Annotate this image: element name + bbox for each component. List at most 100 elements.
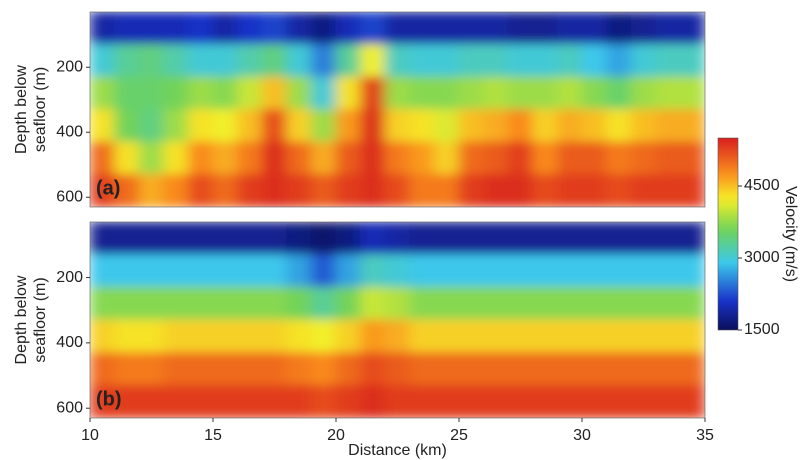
heatmap-cell [433, 384, 460, 418]
heatmap-cell [310, 12, 337, 45]
heatmap-cell [212, 141, 239, 175]
heatmap-cell [286, 174, 312, 207]
heatmap-cell [163, 141, 189, 175]
heatmap-cell [261, 319, 288, 354]
heatmap-cell [163, 352, 189, 386]
heatmap-cell [384, 286, 411, 321]
heatmap-cell [409, 254, 435, 288]
heatmap-cell [556, 384, 583, 418]
heatmap-cell [90, 141, 116, 175]
heatmap-cell [433, 254, 460, 288]
heatmap-cell [384, 384, 411, 418]
heatmap-cell [655, 44, 681, 78]
heatmap-cell [286, 286, 312, 321]
y-axis-label: seafloor (m) [32, 67, 49, 152]
y-tick-label: 600 [56, 399, 83, 416]
heatmap-cell [114, 286, 140, 321]
heatmap-cell [679, 109, 705, 143]
heatmap-cell [114, 254, 140, 288]
heatmap-cell [581, 384, 608, 418]
heatmap-cell [384, 141, 411, 175]
heatmap-cell [90, 222, 116, 256]
heatmap-cell [90, 76, 116, 110]
y-tick-label: 400 [56, 334, 83, 351]
heatmap-cell [679, 384, 705, 418]
heatmap-cell [138, 254, 165, 288]
heatmap-cell [433, 286, 460, 321]
heatmap-cell [335, 352, 362, 386]
heatmap-cell [237, 286, 263, 321]
heatmap-cell [237, 76, 263, 110]
heatmap-cell [261, 352, 288, 386]
y-tick-label: 200 [56, 269, 83, 286]
plot-area [90, 12, 705, 207]
heatmap-cell [655, 319, 681, 354]
heatmap-cell [655, 76, 681, 110]
heatmap-cell [237, 254, 263, 288]
y-axis-label: seafloor (m) [32, 277, 49, 362]
heatmap-cell [286, 109, 312, 143]
heatmap-cell [483, 384, 509, 418]
heatmap-cell [114, 174, 140, 207]
x-tick-label: 20 [327, 427, 345, 444]
colorbar-tick-label: 4500 [744, 177, 780, 194]
heatmap-cell [261, 44, 288, 78]
heatmap-cell [187, 141, 214, 175]
heatmap-cell [310, 254, 337, 288]
heatmap-cell [606, 44, 632, 78]
heatmap-cell [360, 12, 386, 45]
heatmap-cell [212, 286, 239, 321]
heatmap-cell [532, 76, 558, 110]
heatmap-cell [556, 352, 583, 386]
heatmap-cell [138, 141, 165, 175]
heatmap-cell [138, 44, 165, 78]
heatmap-cell [335, 286, 362, 321]
heatmap-cell [138, 109, 165, 143]
heatmap-cell [655, 352, 681, 386]
heatmap-cell [409, 141, 435, 175]
heatmap-cell [581, 254, 608, 288]
heatmap-cell [507, 174, 534, 207]
heatmap [90, 12, 705, 207]
heatmap-cell [114, 109, 140, 143]
heatmap-cell [335, 109, 362, 143]
heatmap-cell [384, 76, 411, 110]
heatmap-cell [114, 12, 140, 45]
heatmap-cell [532, 319, 558, 354]
heatmap-cell [655, 174, 681, 207]
heatmap-cell [384, 222, 411, 256]
heatmap-cell [606, 109, 632, 143]
heatmap-cell [138, 174, 165, 207]
panel-frame [89, 11, 706, 208]
heatmap-cell [507, 76, 534, 110]
x-tick-label: 25 [450, 427, 468, 444]
colorbar-tick-label: 1500 [744, 321, 780, 338]
heatmap-cell [114, 222, 140, 256]
heatmap-cell [556, 44, 583, 78]
heatmap-cell [187, 222, 214, 256]
heatmap-cell [212, 12, 239, 45]
heatmap-cell [630, 319, 657, 354]
heatmap-cell [409, 44, 435, 78]
heatmap-cell [630, 352, 657, 386]
heatmap-cell [261, 141, 288, 175]
heatmap-cell [163, 384, 189, 418]
heatmap-cell [458, 222, 485, 256]
heatmap-cell [433, 109, 460, 143]
heatmap-cell [212, 254, 239, 288]
heatmap-cell [384, 109, 411, 143]
heatmap-cell [433, 174, 460, 207]
heatmap-cell [384, 352, 411, 386]
heatmap-cell [433, 319, 460, 354]
heatmap-cell [606, 141, 632, 175]
heatmap-cell [532, 352, 558, 386]
heatmap-cell [310, 286, 337, 321]
heatmap-cell [556, 12, 583, 45]
heatmap-cell [360, 44, 386, 78]
heatmap-cell [409, 384, 435, 418]
heatmap-cell [286, 76, 312, 110]
heatmap-cell [630, 254, 657, 288]
heatmap-cell [433, 141, 460, 175]
heatmap-cell [286, 44, 312, 78]
